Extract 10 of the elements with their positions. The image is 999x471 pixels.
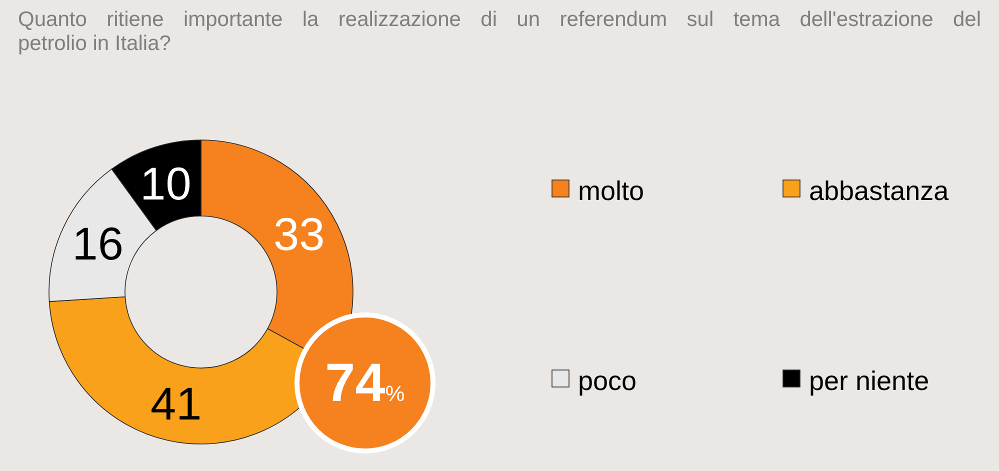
legend-label: poco bbox=[578, 366, 637, 396]
text: 74% bbox=[325, 353, 405, 413]
legend-label: per niente bbox=[809, 366, 930, 396]
legend-label: abbastanza bbox=[809, 176, 950, 206]
data-label: 41 bbox=[150, 377, 202, 430]
data-label: 16 bbox=[72, 217, 124, 270]
chart-title: Quanto ritiene importante la realizzazione di un referendum sul tema dell'estrazione del petrolio in Italia? bbox=[18, 8, 981, 55]
data-label: 33 bbox=[274, 208, 325, 260]
legend-label: molto bbox=[578, 176, 644, 206]
data-label: 10 bbox=[140, 158, 192, 210]
